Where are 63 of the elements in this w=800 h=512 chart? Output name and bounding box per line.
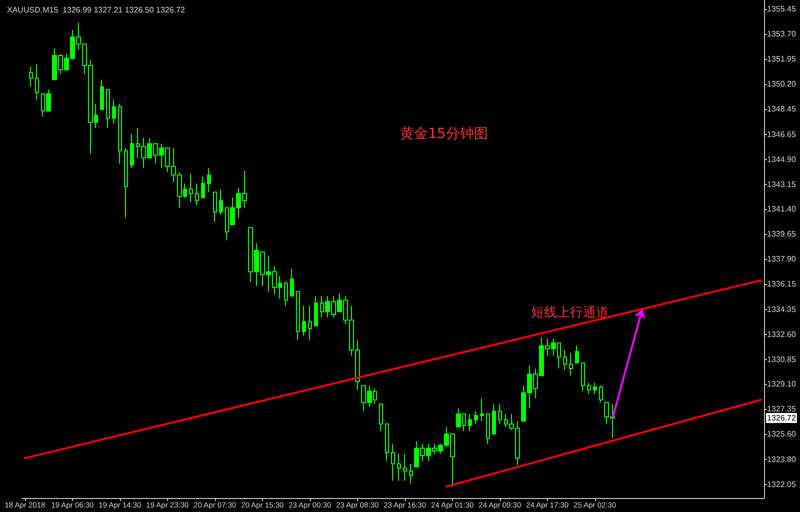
candlestick	[498, 404, 502, 425]
text: XAUUSD,M15 1326.99 1327.21 1326.50 1326.72	[7, 6, 186, 14]
candlestick	[213, 192, 217, 222]
candlestick	[593, 382, 597, 395]
candlestick	[189, 173, 193, 203]
y-tick-label: 1341.40	[767, 204, 796, 214]
candlestick	[124, 147, 128, 218]
y-tick-label: 1323.80	[767, 455, 796, 464]
text: 1326.72	[767, 414, 796, 423]
candlestick	[468, 414, 472, 432]
candlestick	[284, 281, 288, 306]
candlestick	[385, 424, 389, 462]
y-tick-label: 1350.20	[767, 79, 796, 88]
y-tick-label: 1327.35	[767, 404, 796, 414]
candlestick	[35, 64, 39, 100]
candlestick	[409, 463, 413, 484]
candlestick	[302, 305, 306, 336]
candlestick	[379, 404, 383, 432]
candlestick	[100, 79, 104, 110]
y-tick-label: 1334.35	[767, 304, 796, 314]
candlestick	[480, 398, 484, 422]
candlestick	[403, 453, 407, 482]
candlestick	[314, 295, 318, 326]
candlestick	[296, 291, 300, 341]
y-tick-label: 1330.85	[767, 354, 796, 364]
candlestick	[201, 176, 205, 198]
y-tick-label: 1346.65	[767, 130, 796, 139]
candlestick	[118, 103, 122, 164]
y-tick-label: 1353.70	[767, 30, 796, 39]
candlestick	[391, 443, 395, 482]
candlestick	[397, 453, 401, 482]
y-tick-label: 1336.15	[767, 279, 796, 288]
y-tick-label: 1322.05	[767, 480, 796, 489]
candlestick	[569, 352, 573, 376]
candlestick	[112, 99, 116, 124]
candlestick	[599, 385, 603, 404]
candlestick	[195, 183, 199, 206]
y-tick-label: 1351.95	[767, 54, 796, 64]
candlestick	[106, 89, 110, 129]
y-tick-label: 1344.90	[767, 154, 796, 164]
candlestick	[486, 414, 490, 444]
y-tick-label: 1329.10	[767, 380, 796, 389]
candlestick	[492, 404, 496, 434]
candlestick	[207, 167, 211, 193]
candlestick	[219, 188, 223, 216]
annotation: 短线上行通道	[531, 306, 609, 320]
y-tick-label: 1339.65	[767, 230, 796, 239]
y-tick-label: 1348.45	[767, 104, 796, 114]
y-tick-label: 1337.90	[767, 254, 796, 264]
y-tick-label: 1355.45	[767, 4, 796, 14]
text: 黄金15分钟图	[400, 126, 488, 142]
y-tick-label: 1343.15	[767, 180, 796, 189]
candlestick	[308, 305, 312, 341]
candlestick	[563, 350, 567, 370]
candlestick	[587, 382, 591, 395]
candlestick	[581, 362, 585, 392]
candlestick	[575, 345, 579, 364]
candlestick	[290, 268, 294, 296]
candlestick	[29, 66, 33, 88]
candlestick	[130, 133, 134, 168]
y-tick-label: 1332.60	[767, 330, 796, 339]
candlestick	[474, 410, 478, 425]
y-tick-label: 1325.60	[767, 429, 796, 438]
